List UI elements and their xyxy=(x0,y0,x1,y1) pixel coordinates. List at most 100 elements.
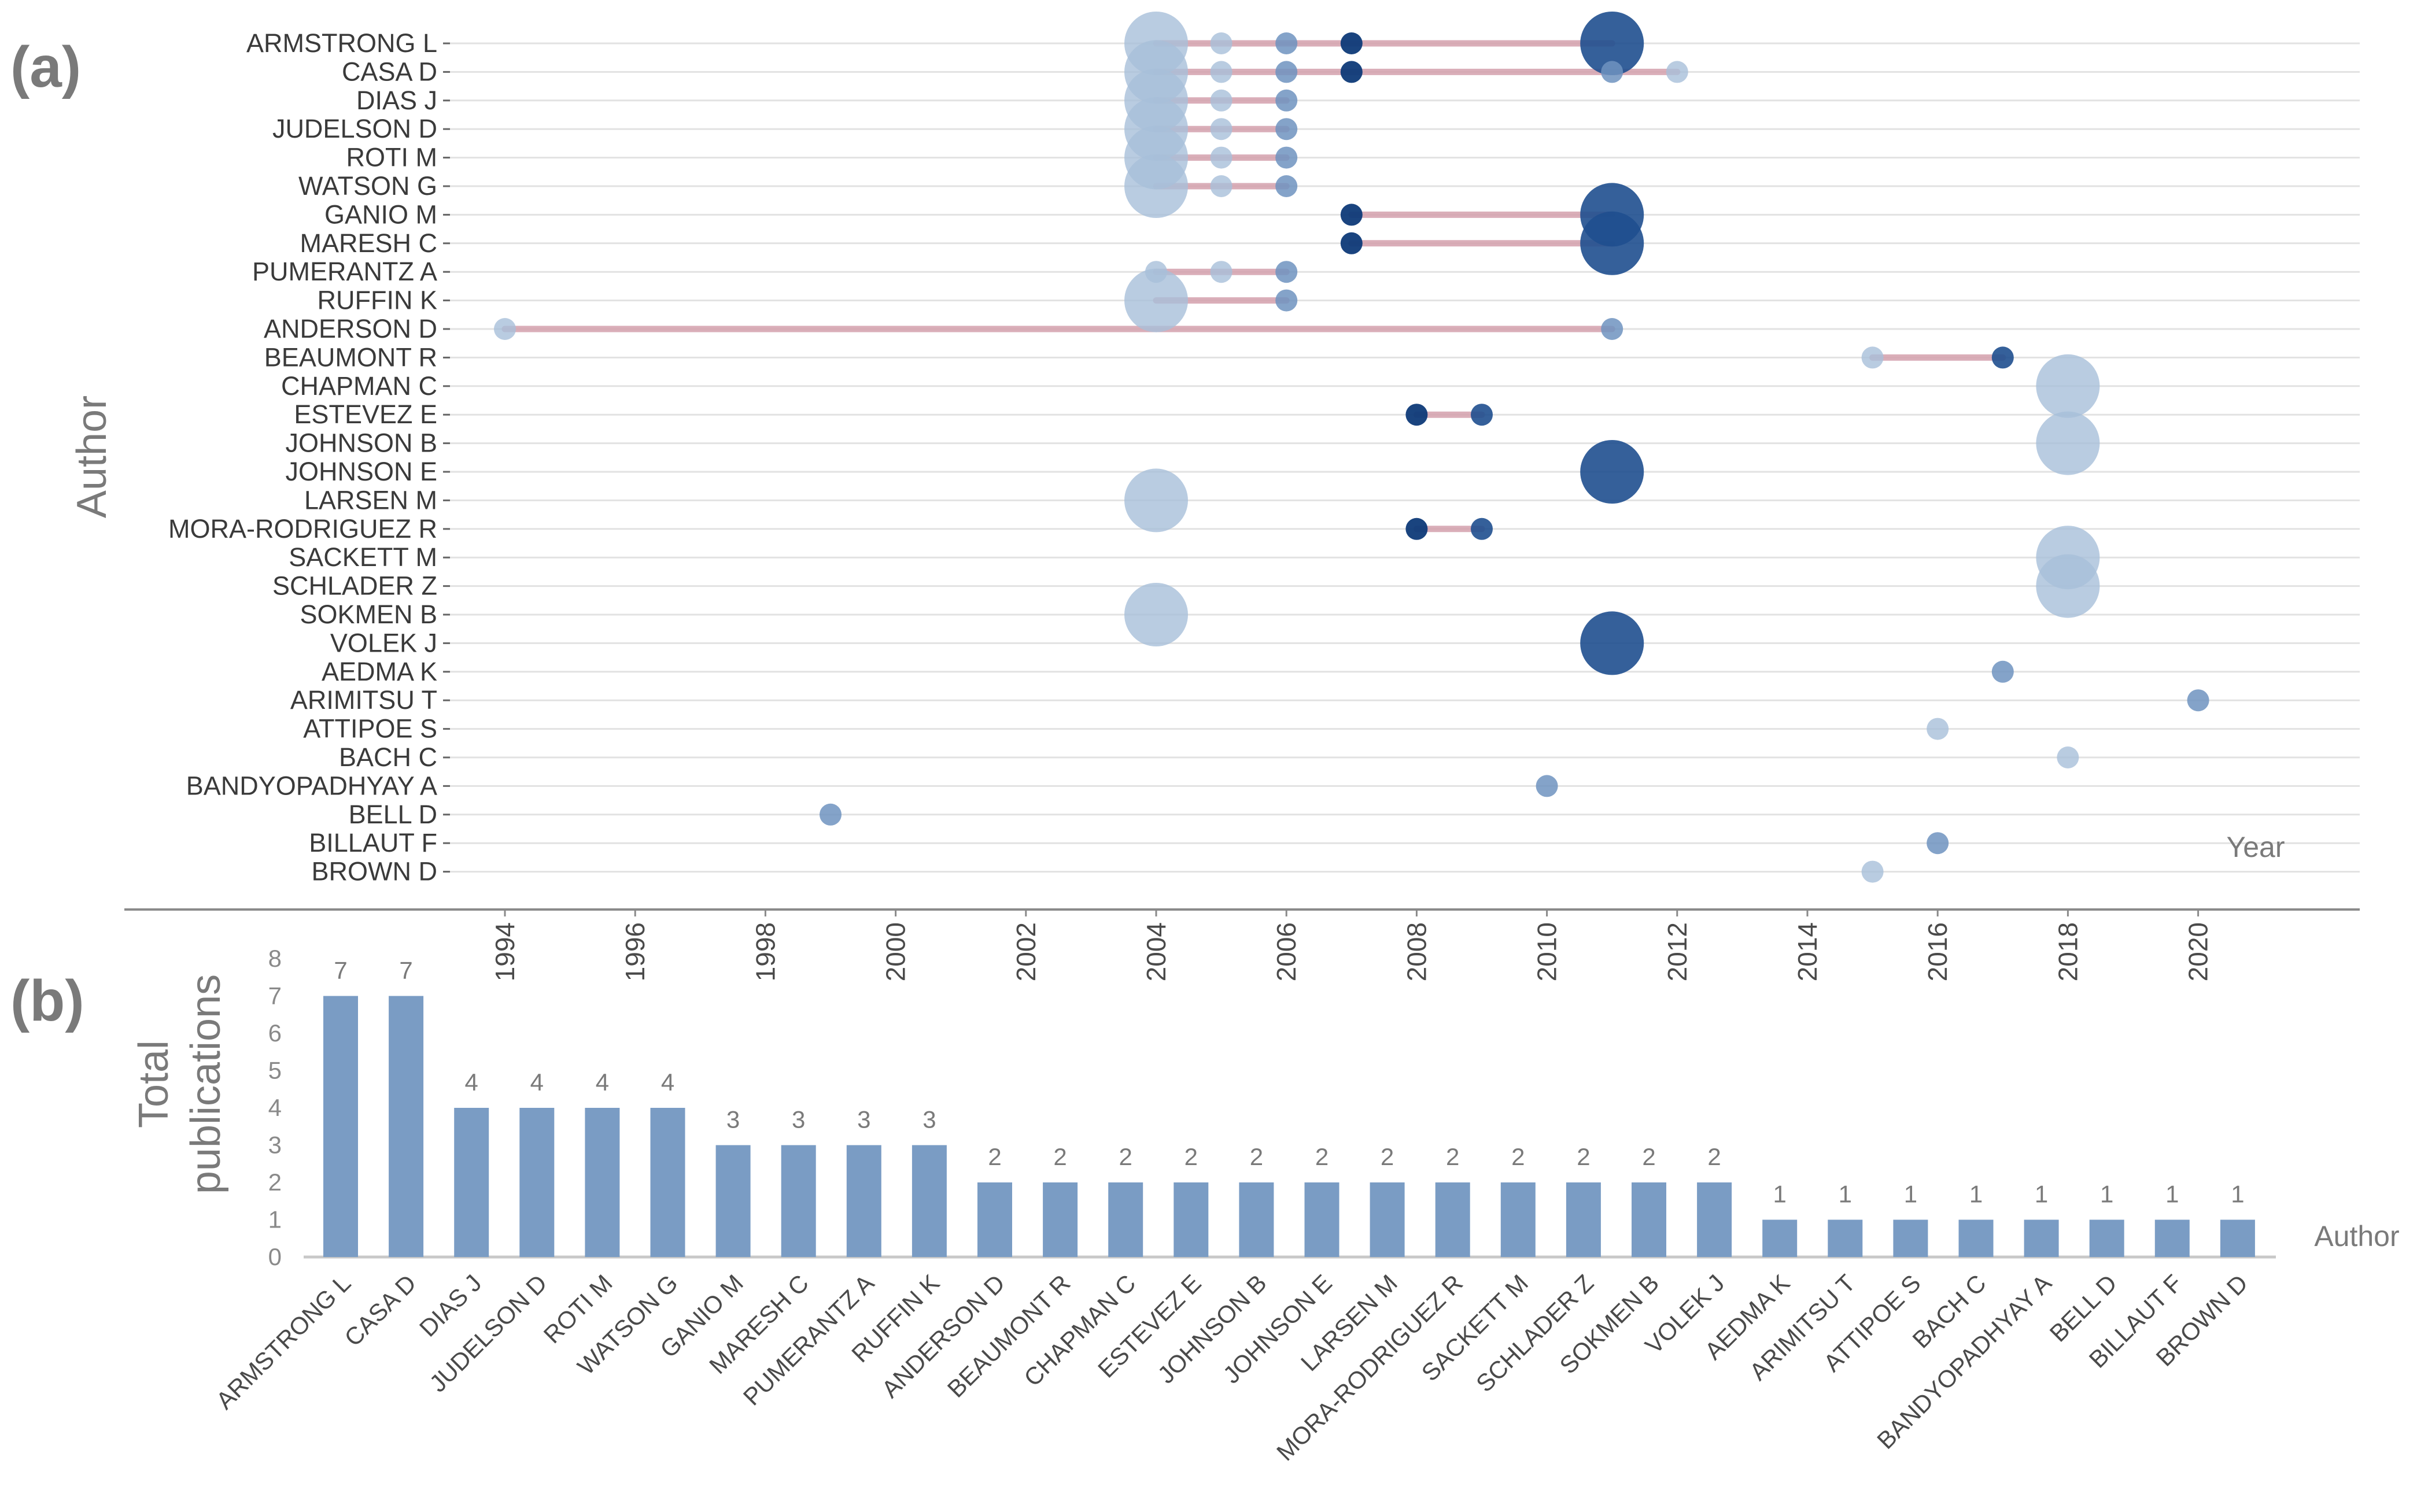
bar-label-casa-d: 7 xyxy=(399,957,412,984)
bar-ganio-m xyxy=(715,1145,751,1257)
bubble-dias-j-2006 xyxy=(1275,89,1298,112)
bubble-arimitsu-t-2020 xyxy=(2187,689,2209,712)
bubble-estevez-e-2009 xyxy=(1471,404,1493,426)
bar-johnson-b xyxy=(1239,1182,1274,1257)
x-tick-label-2000: 2000 xyxy=(881,922,911,981)
x-axis-title-b: Author xyxy=(2314,1220,2399,1252)
bubble-attipoe-s-2016 xyxy=(1927,718,1949,740)
bar-volek-j xyxy=(1697,1182,1732,1257)
bar-dias-j xyxy=(454,1108,489,1257)
bar-label-chapman-c: 2 xyxy=(1119,1143,1132,1170)
bar-label-dias-j: 4 xyxy=(465,1069,478,1096)
y-axis-title-word: publications xyxy=(183,974,229,1194)
x-tick-label-2020: 2020 xyxy=(2183,922,2213,981)
author-label-sokmen-b: SOKMEN B xyxy=(300,600,437,629)
bar-label-beaumont-r: 2 xyxy=(1053,1143,1067,1170)
bubble-schlader-z-2018 xyxy=(2036,554,2100,618)
bubble-beaumont-r-2017 xyxy=(1991,346,2014,369)
panel-label-b: (b) xyxy=(10,968,84,1033)
x-axis-a: 1994 1996 1998 2000 2002 2004 2006 2008 2010 2012… xyxy=(124,908,2360,981)
bubble-roti-m-2005 xyxy=(1210,146,1233,169)
bar-label-brown-d: 1 xyxy=(2231,1181,2244,1208)
bar-label-judelson-d: 4 xyxy=(530,1069,544,1096)
author-label-chapman-c: CHAPMAN C xyxy=(281,371,437,401)
author-label-johnson-e: JOHNSON E xyxy=(285,457,437,486)
author-label-arimitsu-t: ARIMITSU T xyxy=(290,685,437,715)
bubble-watson-g-2004 xyxy=(1124,154,1188,218)
author-label-maresh-c: MARESH C xyxy=(300,228,437,258)
x-tick-label-2018: 2018 xyxy=(2053,922,2083,981)
bar-anderson-d xyxy=(977,1182,1012,1257)
bubble-beaumont-r-2015 xyxy=(1861,346,1884,369)
bubble-volek-j-2011 xyxy=(1580,611,1644,675)
bubble-bell-d-1999 xyxy=(820,803,842,826)
bar-larsen-m xyxy=(1370,1182,1405,1257)
x-tick-label-1994: 1994 xyxy=(490,922,520,981)
bubble-armstrong-l-2011 xyxy=(1580,12,1644,75)
category-label-casa-d: CASA D xyxy=(339,1269,421,1351)
category-label-judelson-d: JUDELSON D xyxy=(424,1269,552,1397)
publication-bubbles xyxy=(494,12,2209,883)
author-label-anderson-d: ANDERSON D xyxy=(264,314,437,343)
bar-label-johnson-b: 2 xyxy=(1250,1143,1263,1170)
bar-label-billaut-f: 1 xyxy=(2165,1181,2179,1208)
panel-b-total-publications: (b) Total publications 0 1 2 3 4 5 6 7 8 7 7 4 4 4 4 3 3… xyxy=(10,945,2400,1466)
x-tick-label-2002: 2002 xyxy=(1011,922,1041,981)
author-label-watson-g: WATSON G xyxy=(298,171,437,201)
bar-label-armstrong-l: 7 xyxy=(334,957,347,984)
author-label-roti-m: ROTI M xyxy=(346,143,437,172)
bubble-ganio-m-2007 xyxy=(1340,204,1363,226)
bubble-watson-g-2005 xyxy=(1210,175,1233,197)
bubble-bandyopadhyay-a-2010 xyxy=(1536,775,1558,797)
bubble-mora-rodriguez-r-2008 xyxy=(1405,517,1428,540)
bubble-billaut-f-2016 xyxy=(1927,832,1949,855)
panel-label-a: (a) xyxy=(10,35,81,99)
x-tick-label-2008: 2008 xyxy=(1401,922,1431,981)
bubble-judelson-d-2006 xyxy=(1275,118,1298,141)
bubble-estevez-e-2008 xyxy=(1405,404,1428,426)
bubble-casa-d-2007 xyxy=(1340,61,1363,83)
author-label-pumerantz-a: PUMERANTZ A xyxy=(252,257,437,286)
x-tick-label-1998: 1998 xyxy=(750,922,780,981)
bar-label-anderson-d: 2 xyxy=(988,1143,1001,1170)
bar-label-bach-c: 1 xyxy=(1969,1181,1983,1208)
bar-estevez-e xyxy=(1174,1182,1209,1257)
x-tick-label-2016: 2016 xyxy=(1922,922,1953,981)
bubble-johnson-e-2011 xyxy=(1580,440,1644,504)
author-label-estevez-e: ESTEVEZ E xyxy=(294,400,437,429)
author-label-bach-c: BACH C xyxy=(339,742,437,772)
bar-bandyopadhyay-a xyxy=(2024,1219,2059,1257)
x-tick-label-2004: 2004 xyxy=(1141,922,1171,981)
bubble-aedma-k-2017 xyxy=(1991,660,2014,683)
category-label-chapman-c: CHAPMAN C xyxy=(1019,1269,1141,1391)
bar-label-bell-d: 1 xyxy=(2100,1181,2113,1208)
bar-roti-m xyxy=(585,1108,620,1257)
bubble-maresh-c-2011 xyxy=(1580,211,1644,275)
y-axis-title-b: Total publications xyxy=(131,974,229,1194)
author-label-attipoe-s: ATTIPOE S xyxy=(303,714,437,744)
category-label-armstrong-l: ARMSTRONG L xyxy=(211,1269,356,1414)
bubble-sokmen-b-2004 xyxy=(1124,583,1188,646)
x-tick-label-2014: 2014 xyxy=(1792,922,1822,981)
bubble-ruffin-k-2004 xyxy=(1124,268,1188,332)
author-label-casa-d: CASA D xyxy=(342,57,437,86)
y-tick-label-4: 4 xyxy=(268,1094,282,1121)
bar-label-larsen-m: 2 xyxy=(1381,1143,1394,1170)
bubble-maresh-c-2007 xyxy=(1340,232,1363,254)
bar-johnson-e xyxy=(1304,1182,1340,1257)
author-label-beaumont-r: BEAUMONT R xyxy=(264,342,437,372)
bar-sackett-m xyxy=(1500,1182,1536,1257)
bar-label-arimitsu-t: 1 xyxy=(1839,1181,1852,1208)
bar-label-pumerantz-a: 3 xyxy=(857,1106,870,1133)
author-label-bandyopadhyay-a: BANDYOPADHYAY A xyxy=(186,771,437,800)
author-label-volek-j: VOLEK J xyxy=(330,628,437,657)
bar-arimitsu-t xyxy=(1828,1219,1863,1257)
bubble-ruffin-k-2006 xyxy=(1275,289,1298,312)
bar-label-roti-m: 4 xyxy=(596,1069,609,1096)
bubble-casa-d-2011 xyxy=(1601,61,1623,83)
bubble-larsen-m-2004 xyxy=(1124,468,1188,533)
bar-aedma-k xyxy=(1762,1219,1798,1257)
bar-label-estevez-e: 2 xyxy=(1184,1143,1198,1170)
